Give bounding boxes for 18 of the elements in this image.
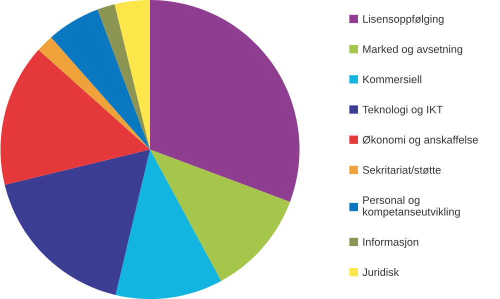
- pie-slice: [150, 150, 290, 281]
- pie-slice: [38, 37, 150, 150]
- pie-slice: [98, 4, 150, 150]
- legend-label: Sekritariat/støtte: [362, 166, 441, 174]
- legend-label: Informasjon: [363, 238, 418, 248]
- pie-slice: [4, 150, 150, 295]
- legend-label: Kommersiell: [363, 75, 422, 84]
- pie-slice: [114, 0, 150, 150]
- legend-label: Marked og avsetning: [363, 45, 462, 56]
- legend-label: Lisensoppfølging: [363, 14, 444, 25]
- pie-slice: [150, 0, 300, 202]
- legend-label: Økonomi og anskaffelse: [362, 136, 478, 146]
- legend-label: Juridisk: [362, 268, 400, 276]
- legend-label: Teknologi og IKT: [362, 105, 443, 116]
- legend-label: Personal og kompetanseutvikling: [363, 196, 460, 218]
- pie-slice: [0, 50, 150, 185]
- pie-slice: [116, 150, 222, 299]
- pie-slice: [51, 9, 150, 150]
